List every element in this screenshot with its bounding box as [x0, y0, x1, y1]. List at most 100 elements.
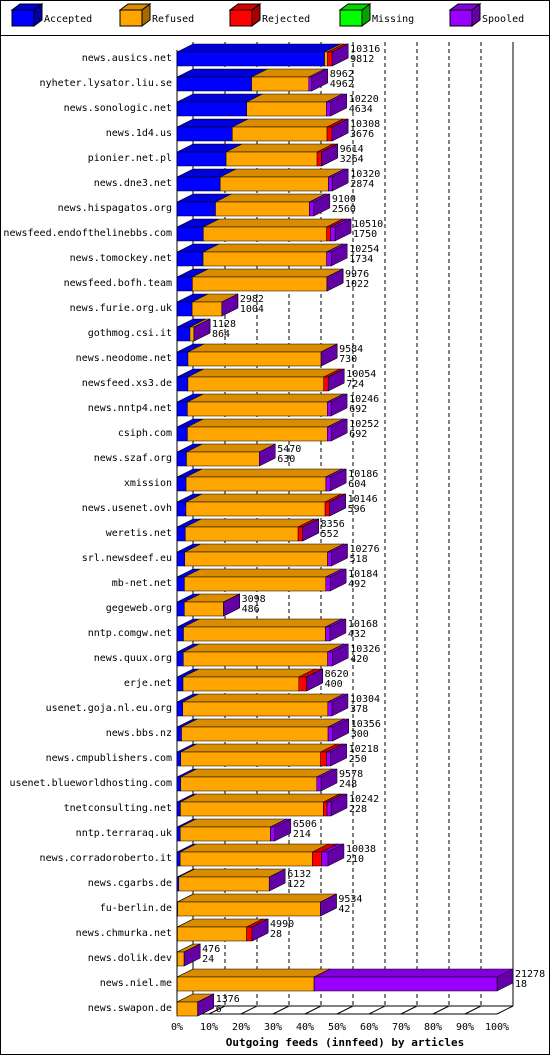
bar-segment [321, 143, 338, 167]
total-label: 10326 [350, 644, 380, 655]
bar-front [327, 401, 332, 417]
bar-front [176, 1001, 198, 1017]
bar-front [184, 601, 224, 617]
y-tick-label: news.bbs.nz [106, 728, 172, 739]
bar-segment [326, 268, 344, 292]
bar-front [176, 651, 184, 667]
y-tick-label: news.dne3.net [94, 178, 172, 189]
accepted-label: 864 [212, 329, 230, 340]
bar-segment [327, 418, 348, 442]
bar-segment [325, 618, 347, 642]
y-tick-label: nntp.terraraq.uk [76, 828, 172, 839]
bar-segment [326, 93, 347, 117]
y-tick-label: srl.newsdeef.eu [82, 553, 172, 564]
x-axis-title: Outgoing feeds (innfeed) by articles [226, 1036, 464, 1049]
bar-top [178, 868, 286, 878]
bar-segment [326, 243, 348, 267]
bar-front [176, 551, 186, 567]
total-label: 10146 [348, 494, 378, 505]
legend-item: Refused [118, 3, 194, 27]
total-label: 9976 [345, 269, 369, 280]
bar-top [203, 218, 343, 228]
accepted-label: 378 [350, 704, 368, 715]
accepted-label: 486 [242, 604, 260, 615]
bar-segment [329, 493, 346, 517]
total-label: 9534 [338, 894, 362, 905]
x-tick-label: 70% [392, 1022, 410, 1033]
y-tick-label: fu-berlin.de [100, 903, 172, 914]
bar-top [180, 818, 287, 828]
total-label: 10242 [349, 794, 379, 805]
accepted-label: 492 [348, 579, 366, 590]
bar-side [302, 518, 319, 542]
bar-top [177, 893, 337, 903]
bar-front [176, 676, 184, 692]
total-label: 10038 [346, 844, 376, 855]
bar-segment [176, 68, 268, 92]
bar-segment [187, 393, 344, 417]
bar-front [176, 726, 182, 742]
bar-segment [221, 293, 239, 317]
bar-top [187, 368, 340, 378]
bar-segment [313, 968, 514, 992]
total-label: 9578 [339, 769, 363, 780]
total-label: 10254 [349, 244, 379, 255]
accepted-label: 518 [350, 554, 368, 565]
bar-front [185, 476, 327, 492]
bar-top [184, 568, 342, 578]
bar-top [181, 718, 345, 728]
bar-top [215, 193, 326, 203]
bar-front [176, 801, 181, 817]
legend-item: Rejected [228, 3, 310, 27]
y-tick-label: gegeweb.org [106, 603, 172, 614]
accepted-label: 210 [346, 854, 364, 865]
total-label: 8962 [330, 69, 354, 80]
accepted-label: 552 [321, 529, 339, 540]
total-label: 10246 [349, 394, 379, 405]
bar-segment [327, 543, 348, 567]
bar-front [182, 676, 300, 692]
bar-front [176, 701, 183, 717]
bar-front [191, 301, 223, 317]
bar-front [187, 376, 324, 392]
bar-segment [192, 268, 344, 292]
bar-side [193, 318, 211, 342]
bar-front [320, 751, 327, 767]
total-label: 9100 [332, 194, 356, 205]
bar-front [225, 151, 318, 167]
y-tick-label: news.sonologic.net [64, 103, 172, 114]
bar-front [308, 76, 313, 92]
y-tick-label: news.cgarbs.de [88, 878, 172, 889]
bar-front [270, 826, 276, 842]
total-label: 1376 [216, 994, 240, 1005]
bar-front [179, 851, 313, 867]
bar-front [186, 451, 260, 467]
legend-swatch [119, 9, 143, 27]
x-tick-label: 10% [200, 1022, 218, 1033]
bar-top [183, 643, 344, 653]
bar-segment [327, 393, 348, 417]
bar-front [176, 376, 189, 392]
bar-segment [203, 218, 343, 242]
total-label: 2982 [240, 294, 264, 305]
bar-front [182, 701, 329, 717]
bar-segment [185, 493, 342, 517]
bar-front [327, 726, 333, 742]
x-tick [464, 1005, 482, 1015]
bar-side [251, 918, 269, 942]
bar-segment [223, 593, 240, 617]
bar-segment [183, 943, 201, 967]
bar-segment [179, 843, 329, 867]
x-tick-label: 60% [360, 1022, 378, 1033]
x-tick [240, 1005, 258, 1015]
bar-top [246, 93, 343, 103]
bar-front [326, 801, 332, 817]
bar-segment [187, 368, 340, 392]
total-label: 10308 [350, 119, 380, 130]
bar-front [327, 51, 333, 67]
accepted-label: 420 [350, 654, 368, 665]
bar-front [176, 576, 185, 592]
bar-top [180, 743, 337, 753]
bar-front [176, 51, 325, 67]
accepted-label: 1004 [240, 304, 264, 315]
